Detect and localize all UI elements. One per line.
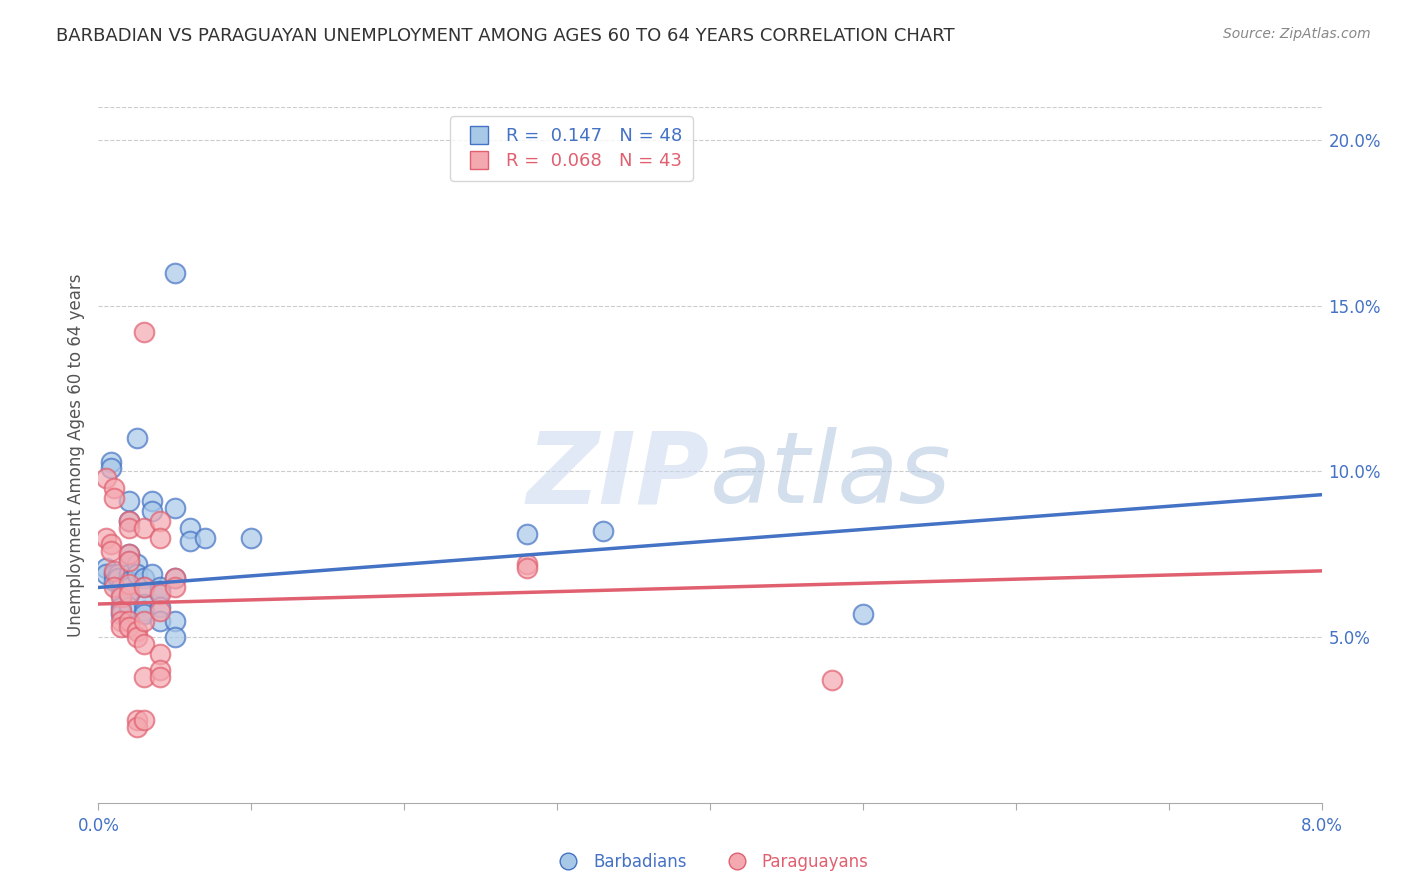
Point	[134, 326, 156, 340]
Point	[118, 587, 141, 601]
Point	[125, 567, 148, 582]
Point	[149, 604, 172, 618]
Point	[149, 581, 172, 595]
Point	[118, 494, 141, 508]
Point	[118, 600, 141, 615]
Point	[240, 531, 263, 545]
Point	[118, 620, 141, 634]
Point	[134, 607, 156, 621]
Point	[134, 581, 156, 595]
Point	[110, 591, 132, 605]
Point	[110, 607, 132, 621]
Point	[103, 564, 125, 578]
Point	[134, 614, 156, 628]
Point	[125, 630, 148, 644]
Point	[118, 577, 141, 591]
Point	[852, 607, 875, 621]
Point	[149, 600, 172, 615]
Text: atlas: atlas	[710, 427, 952, 524]
Point	[110, 604, 132, 618]
Point	[149, 514, 172, 528]
Point	[516, 560, 538, 574]
Point	[94, 560, 117, 574]
Point	[821, 673, 844, 688]
Point	[107, 570, 129, 584]
Point	[125, 558, 148, 572]
Point	[103, 574, 125, 588]
Point	[163, 570, 186, 584]
Point	[125, 713, 148, 727]
Y-axis label: Unemployment Among Ages 60 to 64 years: Unemployment Among Ages 60 to 64 years	[66, 273, 84, 637]
Legend: Barbadians, Paraguayans: Barbadians, Paraguayans	[546, 847, 875, 878]
Point	[118, 547, 141, 561]
Point	[194, 531, 217, 545]
Point	[149, 583, 172, 598]
Point	[103, 581, 125, 595]
Point	[118, 554, 141, 568]
Point	[118, 547, 141, 561]
Point	[94, 531, 117, 545]
Point	[141, 504, 163, 518]
Point	[149, 614, 172, 628]
Point	[107, 567, 129, 582]
Point	[134, 597, 156, 611]
Point	[118, 614, 141, 628]
Point	[163, 500, 186, 515]
Point	[134, 570, 156, 584]
Point	[163, 614, 186, 628]
Point	[149, 647, 172, 661]
Text: BARBADIAN VS PARAGUAYAN UNEMPLOYMENT AMONG AGES 60 TO 64 YEARS CORRELATION CHART: BARBADIAN VS PARAGUAYAN UNEMPLOYMENT AMO…	[56, 27, 955, 45]
Point	[179, 534, 201, 549]
Point	[110, 620, 132, 634]
Point	[141, 567, 163, 582]
Point	[125, 431, 148, 445]
Point	[118, 514, 141, 528]
Point	[110, 614, 132, 628]
Point	[118, 574, 141, 588]
Point	[100, 454, 122, 468]
Point	[149, 531, 172, 545]
Point	[94, 471, 117, 485]
Point	[134, 604, 156, 618]
Point	[141, 494, 163, 508]
Point	[118, 587, 141, 601]
Point	[134, 670, 156, 684]
Point	[592, 524, 614, 538]
Text: ZIP: ZIP	[527, 427, 710, 524]
Point	[103, 481, 125, 495]
Point	[516, 527, 538, 541]
Point	[100, 537, 122, 551]
Point	[149, 663, 172, 677]
Point	[100, 544, 122, 558]
Point	[94, 567, 117, 582]
Point	[163, 570, 186, 584]
Point	[103, 567, 125, 582]
Point	[100, 461, 122, 475]
Point	[163, 630, 186, 644]
Point	[125, 624, 148, 638]
Point	[118, 567, 141, 582]
Point	[134, 581, 156, 595]
Point	[118, 521, 141, 535]
Point	[110, 587, 132, 601]
Point	[134, 521, 156, 535]
Point	[118, 554, 141, 568]
Point	[163, 266, 186, 280]
Point	[163, 581, 186, 595]
Point	[110, 600, 132, 615]
Point	[149, 587, 172, 601]
Point	[149, 670, 172, 684]
Point	[118, 514, 141, 528]
Point	[103, 491, 125, 505]
Point	[179, 521, 201, 535]
Point	[516, 558, 538, 572]
Point	[134, 713, 156, 727]
Point	[118, 581, 141, 595]
Point	[134, 637, 156, 651]
Point	[125, 720, 148, 734]
Point	[110, 581, 132, 595]
Text: Source: ZipAtlas.com: Source: ZipAtlas.com	[1223, 27, 1371, 41]
